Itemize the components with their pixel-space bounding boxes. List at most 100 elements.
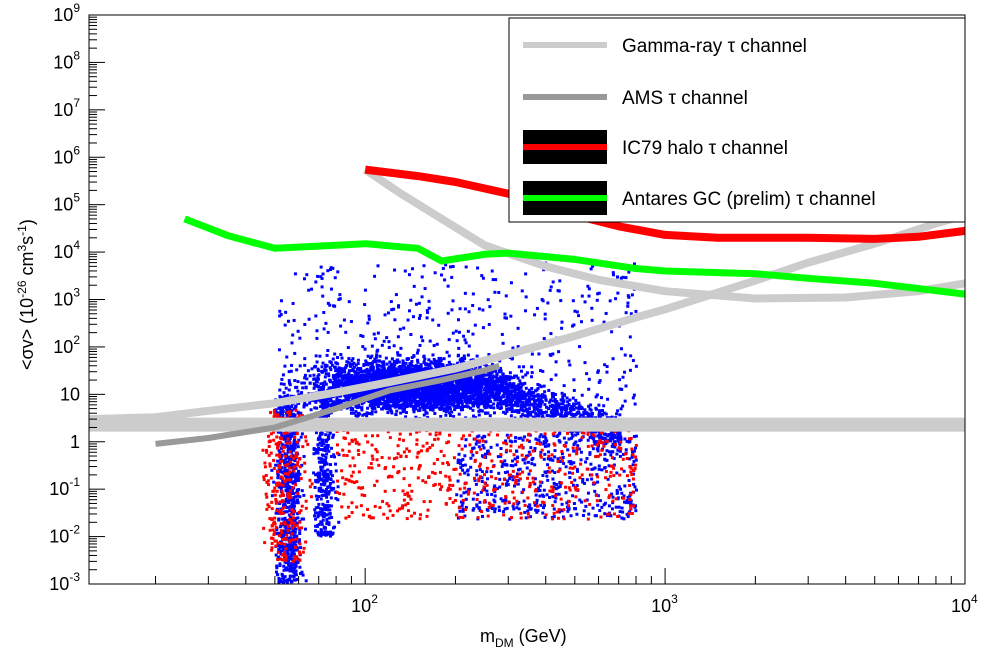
scatter-point (554, 373, 558, 377)
scatter-point (471, 381, 475, 385)
scatter-point (293, 413, 297, 417)
scatter-point (541, 415, 545, 419)
scatter-point (384, 403, 388, 407)
scatter-point (400, 403, 404, 407)
scatter-point (310, 367, 314, 371)
scatter-point (614, 297, 618, 301)
scatter-point (440, 384, 444, 388)
scatter-point (455, 396, 459, 400)
scatter-point (551, 415, 555, 419)
scatter-point (328, 366, 332, 370)
scatter-point (444, 413, 448, 417)
scatter-point (326, 269, 330, 273)
scatter-point (468, 386, 472, 390)
scatter-point (401, 382, 405, 386)
scatter-point (373, 406, 377, 410)
scatter-point (497, 291, 501, 295)
scatter-point (599, 396, 603, 400)
scatter-point (376, 400, 380, 404)
scatter-point (504, 316, 508, 320)
scatter-point (284, 310, 288, 314)
scatter-point (499, 400, 503, 404)
scatter-point (337, 378, 341, 382)
scatter-point (523, 309, 527, 313)
scatter-point (465, 396, 469, 400)
scatter-point (448, 400, 452, 404)
scatter-point (481, 379, 485, 383)
scatter-point (621, 375, 625, 379)
scatter-point (347, 356, 351, 360)
scatter-point (411, 387, 415, 391)
scatter-point (285, 485, 289, 489)
scatter-point (503, 316, 507, 320)
scatter-point (526, 410, 530, 414)
scatter-point (291, 333, 295, 337)
scatter-point (535, 306, 539, 310)
scatter-point (469, 406, 473, 410)
scatter-point (555, 401, 559, 405)
scatter-point (428, 400, 432, 404)
scatter-point (278, 314, 282, 318)
scatter-point (533, 399, 537, 403)
scatter-point (296, 380, 300, 384)
scatter-point (403, 391, 407, 395)
scatter-point (427, 358, 431, 362)
scatter-point (406, 367, 410, 371)
scatter-point (501, 376, 505, 380)
scatter-point (523, 405, 527, 409)
scatter-point (450, 410, 454, 414)
scatter-point (298, 532, 302, 536)
scatter-point (404, 415, 408, 419)
scatter-point (409, 298, 413, 302)
scatter-point (422, 405, 426, 409)
scatter-point (425, 309, 429, 313)
scatter-point (287, 379, 291, 383)
scatter-point (386, 311, 390, 315)
scatter-point (302, 517, 306, 521)
scatter-point (489, 378, 493, 382)
scatter-point (277, 517, 281, 521)
scatter-point (369, 365, 373, 369)
scatter-point (383, 393, 387, 397)
scatter-point (394, 402, 398, 406)
scatter-point (388, 394, 392, 398)
scatter-point (447, 354, 451, 358)
scatter-point (322, 327, 326, 331)
scatter-point (506, 393, 510, 397)
scatter-point (524, 272, 528, 276)
scatter-point (283, 500, 287, 504)
scatter-point (450, 392, 454, 396)
scatter-point (286, 464, 290, 468)
scatter-point (363, 303, 367, 307)
scatter-point (478, 390, 482, 394)
scatter-point (501, 341, 505, 345)
scatter-point (504, 401, 508, 405)
scatter-point (401, 359, 405, 363)
scatter-point (346, 396, 350, 400)
scatter-point (632, 393, 636, 397)
scatter-point (279, 313, 283, 317)
scatter-point (292, 506, 296, 510)
scatter-point (283, 405, 287, 409)
scatter-point (558, 432, 562, 436)
scatter-point (569, 408, 573, 412)
scatter-point (333, 352, 337, 356)
scatter-point (364, 369, 368, 373)
scatter-point (470, 397, 474, 401)
scatter-point (553, 398, 557, 402)
scatter-point (403, 269, 407, 273)
scatter-point (305, 377, 309, 381)
scatter-point (430, 395, 434, 399)
scatter-point (417, 301, 421, 305)
scatter-point (464, 392, 468, 396)
scatter-point (541, 299, 545, 303)
scatter-point (360, 408, 364, 412)
scatter-point (399, 346, 403, 350)
scatter-point (274, 511, 278, 515)
scatter-point (404, 395, 408, 399)
scatter-point (360, 406, 364, 410)
scatter-point (616, 431, 620, 435)
scatter-point (467, 310, 471, 314)
scatter-point (629, 312, 633, 316)
scatter-point (514, 409, 518, 413)
